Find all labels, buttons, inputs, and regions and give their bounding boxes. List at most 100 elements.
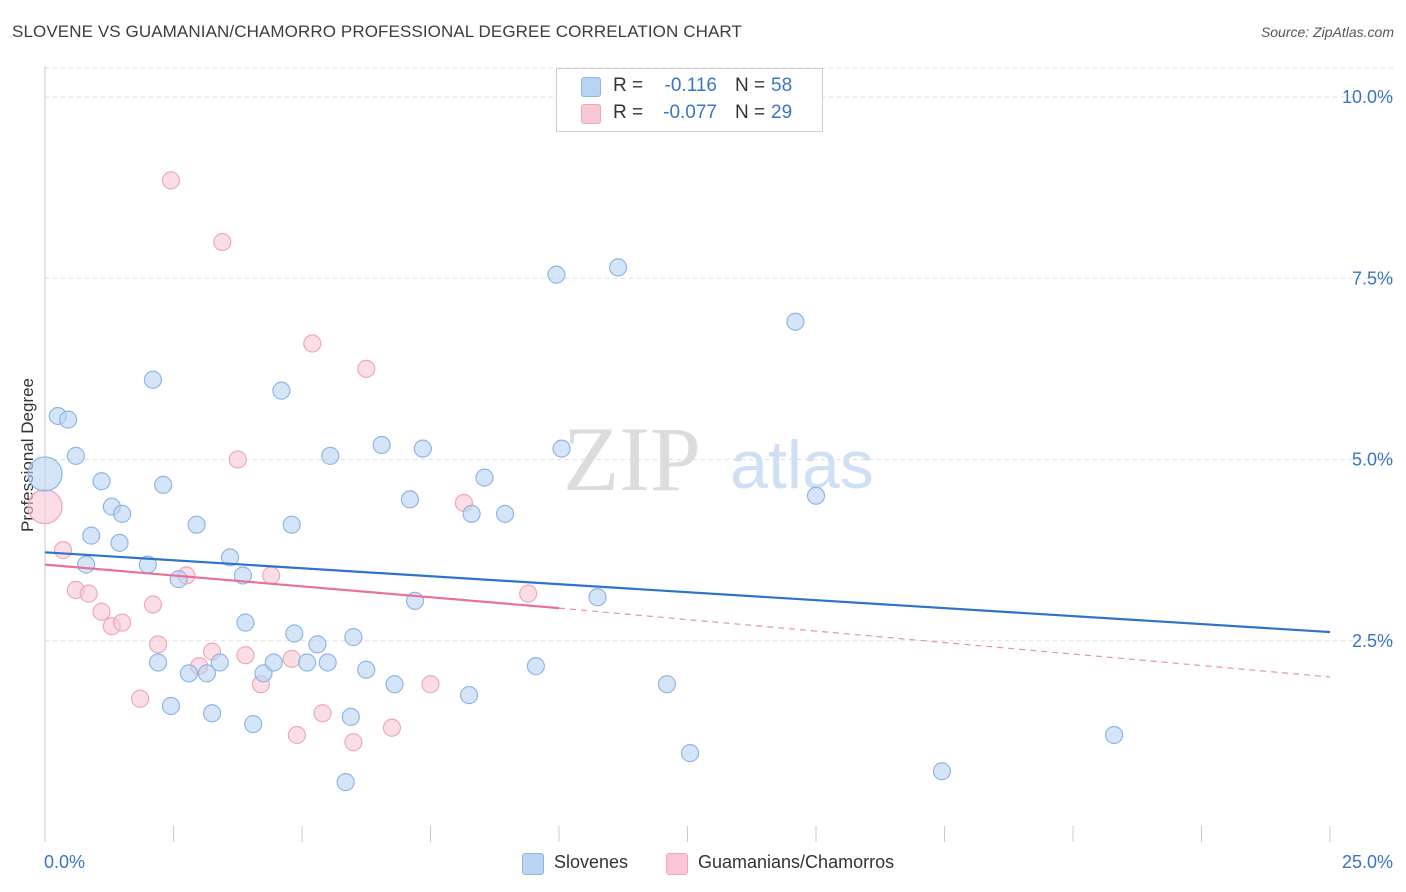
- guamanian-point: [92, 602, 111, 621]
- trend-line-guamanians: [44, 563, 560, 610]
- guamanian-point: [143, 595, 163, 614]
- slovene-point: [272, 381, 291, 400]
- guamanian-point: [519, 584, 538, 603]
- slovene-point: [27, 456, 63, 492]
- series-slovenes-points: [27, 258, 1124, 792]
- n-value: 29: [771, 102, 793, 123]
- y-tick-label: 5.0%: [1352, 450, 1393, 470]
- slovene-point: [282, 515, 301, 534]
- guamanian-point: [421, 675, 440, 694]
- slovene-point: [169, 570, 188, 589]
- slovene-point: [187, 515, 206, 534]
- guamanian-point: [236, 646, 255, 665]
- slovene-point: [82, 526, 101, 545]
- x-tick-label-min: 0.0%: [44, 852, 86, 872]
- slovene-point: [210, 653, 229, 672]
- series-guamanians-points: [27, 171, 538, 752]
- slovene-point: [680, 744, 700, 763]
- guamanian-point: [79, 584, 98, 603]
- slovene-point: [657, 675, 677, 694]
- slovene-point: [495, 504, 515, 523]
- slovene-point: [110, 533, 129, 552]
- slovene-point: [264, 653, 283, 672]
- guamanian-point: [303, 334, 322, 353]
- guamanian-point: [282, 649, 301, 668]
- trend-line-guamanians-extension: [558, 607, 1331, 678]
- slovene-point: [786, 312, 805, 331]
- guamanian-point: [27, 489, 63, 525]
- r-label: R =: [613, 75, 644, 96]
- slovene-point: [92, 472, 111, 491]
- r-value: -0.077: [663, 102, 717, 123]
- guamanian-point: [228, 450, 247, 469]
- slovene-point: [220, 548, 240, 567]
- axes: [44, 66, 1331, 842]
- n-label: N =: [735, 102, 766, 123]
- slovene-point: [413, 439, 432, 458]
- slovene-point: [806, 486, 826, 505]
- guamanian-point: [53, 541, 73, 560]
- slovene-point: [148, 653, 168, 672]
- slovene-point: [66, 446, 85, 465]
- slovene-point: [308, 635, 327, 654]
- slovene-point: [344, 628, 363, 647]
- guamanian-point: [382, 718, 402, 737]
- guamanian-point: [287, 725, 306, 745]
- slovene-point: [321, 446, 340, 465]
- slovene-point: [341, 707, 360, 726]
- guamanian-point: [161, 171, 181, 190]
- x-tick-label-max: 25.0%: [1341, 852, 1393, 872]
- slovene-point: [161, 696, 181, 716]
- slovene-point: [233, 566, 252, 585]
- slovene-point: [385, 675, 404, 694]
- slovene-point: [609, 258, 628, 277]
- chart-title: SLOVENE VS GUAMANIAN/CHAMORRO PROFESSION…: [12, 22, 742, 41]
- guamanian-point: [262, 566, 281, 585]
- slovene-point: [1105, 725, 1124, 745]
- y-tick-label: 2.5%: [1352, 631, 1393, 651]
- slovene-point: [143, 370, 163, 389]
- stats-swatch-guamanians: [581, 104, 601, 124]
- guamanian-point: [313, 704, 332, 723]
- slovene-point: [154, 475, 173, 494]
- n-label: N =: [735, 75, 766, 96]
- slovene-point: [336, 773, 355, 792]
- y-tick-label: 7.5%: [1352, 268, 1393, 288]
- slovene-point: [197, 664, 217, 683]
- watermark: ZIP atlas: [563, 408, 874, 510]
- guamanian-point: [130, 689, 150, 708]
- slovene-point: [236, 613, 255, 632]
- legend-label: Slovenes: [554, 852, 629, 872]
- source-label: Source: ZipAtlas.com: [1260, 24, 1394, 40]
- slovene-point: [526, 657, 545, 676]
- slovene-point: [244, 715, 263, 734]
- y-tick-labels: 2.5% 5.0% 7.5% 10.0%: [1342, 87, 1393, 651]
- slovene-point: [475, 468, 494, 487]
- slovene-point: [400, 490, 420, 509]
- slovene-point: [298, 653, 317, 672]
- slovene-point: [547, 265, 566, 284]
- guamanian-point: [344, 733, 363, 752]
- slovene-point: [202, 704, 222, 723]
- stats-box: R = -0.116 N = 58 R = -0.077 N = 29: [556, 68, 823, 132]
- slovene-point: [459, 686, 479, 705]
- watermark-zip: ZIP: [563, 408, 701, 510]
- slovene-point: [112, 504, 132, 523]
- slovene-point: [179, 664, 199, 683]
- stats-swatch-slovenes: [581, 77, 601, 97]
- guamanian-point: [213, 232, 232, 252]
- slovene-point: [462, 504, 481, 523]
- slovene-point: [285, 624, 304, 643]
- y-tick-label: 10.0%: [1342, 87, 1393, 107]
- slovene-point: [357, 660, 376, 679]
- legend-swatch-slovenes: [522, 853, 544, 875]
- trend-lines: [44, 551, 1331, 678]
- slovene-point: [372, 435, 391, 455]
- r-value: -0.116: [664, 75, 717, 96]
- watermark-atlas: atlas: [730, 427, 874, 503]
- guamanian-point: [148, 635, 168, 654]
- guamanian-point: [357, 359, 376, 378]
- slovene-point: [932, 762, 952, 781]
- trend-line-slovenes: [44, 551, 1331, 634]
